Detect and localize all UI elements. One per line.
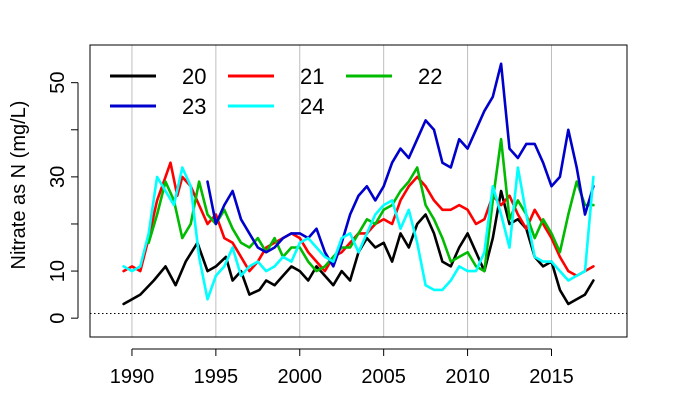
grid-lines	[131, 45, 552, 337]
series-line-20	[122, 189, 595, 306]
y-axis: 0 10 30 50	[47, 72, 79, 324]
x-tick-label-2005: 2005	[361, 366, 406, 388]
legend-label-24: 24	[300, 94, 324, 119]
legend-label-23: 23	[182, 94, 206, 119]
legend-label-21: 21	[300, 64, 324, 89]
series-line-24	[122, 166, 595, 301]
y-tick-label-50: 50	[47, 72, 69, 94]
y-tick-label-30: 30	[47, 166, 69, 188]
x-axis: 1990 1995 2000 2005 2010 2015	[110, 348, 574, 388]
x-tick-label-2010: 2010	[445, 366, 490, 388]
x-tick-label-1990: 1990	[110, 366, 155, 388]
x-tick-label-1995: 1995	[194, 366, 239, 388]
x-tick-label-2000: 2000	[278, 366, 323, 388]
x-tick-label-2015: 2015	[529, 366, 574, 388]
legend-label-20: 20	[182, 64, 206, 89]
y-tick-label-10: 10	[47, 260, 69, 282]
plot-frame	[89, 44, 628, 338]
series-lines	[122, 62, 595, 306]
legend-label-22: 22	[418, 64, 442, 89]
y-tick-label-0: 0	[47, 313, 69, 324]
y-axis-title: Nitrate as N (mg/L)	[8, 101, 30, 270]
series-line-23	[206, 62, 595, 268]
legend: 20 21 22 23 24	[110, 64, 442, 119]
